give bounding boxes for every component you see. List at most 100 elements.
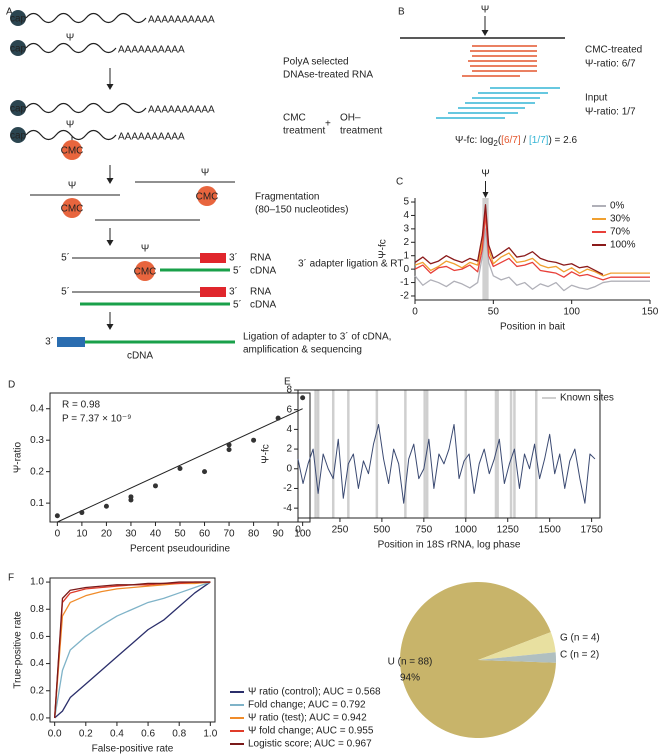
y-tick-label: 0.6: [30, 631, 44, 642]
annotation: P = 7.37 × 10⁻⁹: [62, 414, 131, 425]
y-tick-label: 8: [286, 385, 292, 396]
y-tick-label: 4: [286, 424, 292, 435]
cap: [10, 40, 26, 56]
cmc-label: CMC: [61, 146, 84, 157]
formula-part: (: [498, 135, 502, 146]
arrow-head: [106, 84, 114, 90]
step-text: OH–: [340, 113, 361, 124]
data-line: [414, 214, 650, 277]
slice-annotation: 94%: [400, 673, 420, 684]
cmc-label: CMC: [196, 192, 219, 203]
step-text: 3´ adapter ligation & RT: [298, 258, 403, 270]
psi: Ψ: [141, 244, 149, 255]
point: [128, 494, 134, 500]
data-line: [54, 581, 211, 719]
formula: Ψ-fc: log2([6/7] / [1/7]) = 2.6: [455, 135, 578, 148]
point: [300, 395, 306, 401]
cap-label: cap: [10, 14, 27, 25]
point: [275, 415, 281, 421]
rna-strand: [25, 102, 147, 114]
panel-label: E: [284, 377, 291, 388]
x-tick-label: 150: [642, 307, 659, 318]
x-tick-label: 40: [150, 529, 162, 540]
end-label: 5´: [61, 252, 70, 264]
legend-text: Input: [585, 93, 607, 104]
x-tick-label: 500: [374, 525, 391, 536]
point: [251, 437, 257, 443]
formula-part: [1/7]: [529, 135, 549, 146]
arrow-head: [106, 240, 114, 246]
x-tick-label: 10: [76, 529, 88, 540]
cap-label: cap: [10, 44, 27, 55]
y-tick-label: 0.2: [30, 685, 44, 696]
y-tick-label: 5: [403, 197, 409, 208]
x-tick-label: 90: [273, 529, 285, 540]
cdna-label: cDNA: [250, 266, 276, 277]
step-text: +: [325, 119, 331, 130]
rna-strand: [25, 129, 117, 141]
x-tick-label: 0.0: [48, 729, 62, 740]
poly-a: AAAAAAAAAA: [148, 15, 215, 26]
x-tick-label: 1250: [497, 525, 520, 536]
pie-slice: [478, 632, 556, 660]
cmc-label: CMC: [61, 204, 84, 215]
data-line: [54, 581, 211, 718]
y-tick-label: 0.3: [30, 435, 44, 446]
poly-a: AAAAAAAAAA: [118, 132, 185, 143]
end-label: 5´: [233, 299, 242, 311]
point: [54, 513, 60, 519]
x-axis-label: Position in 18S rRNA, log phase: [378, 540, 521, 551]
point: [177, 466, 183, 472]
y-tick-label: 0.4: [30, 403, 44, 414]
y-tick-label: 4: [403, 210, 409, 221]
x-tick-label: 0.4: [110, 729, 124, 740]
data-line: [54, 581, 211, 718]
panel-label: C: [396, 177, 403, 188]
end-label: 3´: [229, 252, 238, 264]
psi: Ψ: [66, 120, 74, 131]
adapter-5: [57, 337, 85, 347]
plot-frame: [297, 389, 601, 519]
cdna-label: cDNA: [250, 300, 276, 311]
x-tick-label: 0: [55, 529, 61, 540]
cmc-label: CMC: [134, 267, 157, 278]
cap-label: cap: [10, 104, 27, 115]
y-tick-label: 2: [403, 237, 409, 248]
slice-label: U (n = 88): [388, 657, 433, 668]
psi: Ψ: [68, 181, 76, 192]
rna-label: RNA: [250, 287, 271, 298]
x-tick-label: 0: [295, 525, 301, 536]
x-tick-label: 80: [248, 529, 260, 540]
y-tick-label: 0.4: [30, 658, 44, 669]
y-tick-label: -2: [283, 483, 292, 494]
rna-strand: [25, 12, 147, 24]
cmc-adduct: [62, 198, 82, 218]
x-tick-label: 50: [174, 529, 186, 540]
x-tick-label: 100: [294, 529, 311, 540]
formula-part: [6/7]: [501, 135, 521, 146]
x-axis-label: Position in bait: [500, 322, 565, 333]
panel-label: D: [8, 380, 15, 391]
end-label: 5´: [233, 265, 242, 277]
rna-label: RNA: [250, 253, 271, 264]
annotation: R = 0.98: [62, 400, 101, 411]
formula-part: /: [521, 135, 529, 146]
psi: Ψ: [66, 33, 74, 44]
poly-a: AAAAAAAAAA: [148, 105, 215, 116]
step-text: treatment: [283, 126, 325, 137]
legend-label: Logistic score; AUC = 0.967: [248, 739, 372, 750]
y-tick-label: 0.1: [30, 498, 44, 509]
legend-label: Ψ ratio (control); AUC = 0.568: [248, 687, 381, 698]
legend-label: 70%: [610, 227, 630, 238]
y-tick-label: 1: [403, 250, 409, 261]
panel-label: B: [398, 7, 405, 18]
legend-label: 0%: [610, 201, 625, 212]
data-line: [414, 204, 604, 276]
plot-frame: [49, 577, 216, 723]
legend-text: Ψ-ratio: 6/7: [585, 59, 636, 70]
step-text: CMC: [283, 113, 306, 124]
point: [226, 442, 232, 448]
y-tick-label: 1.0: [30, 577, 44, 588]
arrow-head: [481, 30, 489, 36]
x-tick-label: 0: [412, 307, 418, 318]
